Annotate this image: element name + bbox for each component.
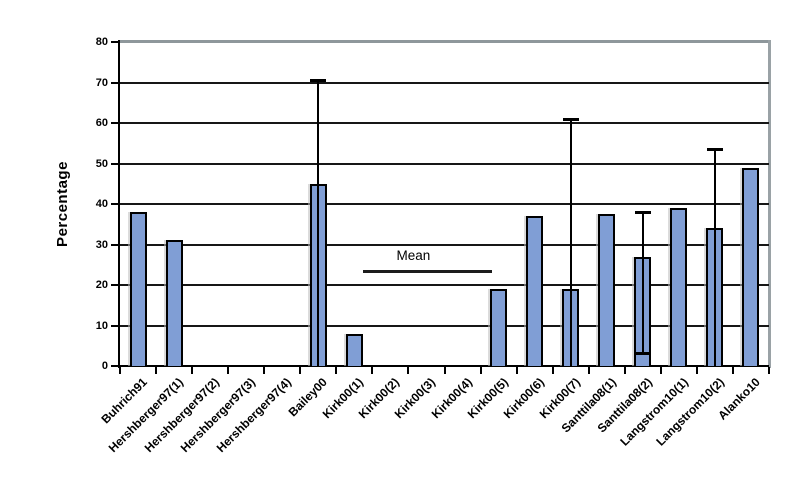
- y-tick: [111, 243, 119, 246]
- bar: [670, 208, 688, 366]
- y-tick-label: 60: [95, 117, 108, 129]
- x-tick: [587, 367, 590, 374]
- x-tick: [155, 367, 158, 374]
- x-tick: [623, 367, 626, 374]
- bar: [490, 289, 508, 366]
- x-tick: [479, 367, 482, 374]
- gridline: [120, 203, 769, 205]
- y-tick: [111, 41, 119, 43]
- x-tick: [227, 367, 230, 374]
- x-tick: [119, 367, 121, 374]
- x-tick: [299, 367, 302, 374]
- y-tick: [111, 324, 119, 327]
- gridline: [120, 81, 769, 84]
- x-tick: [443, 367, 446, 374]
- y-tick-label: 50: [95, 157, 108, 170]
- y-tick-label: 40: [95, 198, 108, 210]
- gridline: [120, 243, 769, 246]
- y-tick: [111, 284, 119, 286]
- bar: [742, 167, 760, 366]
- error-bar-line: [641, 212, 644, 354]
- gridline: [120, 162, 769, 165]
- x-tick: [551, 367, 554, 374]
- bar: [526, 216, 544, 366]
- x-tick: [768, 367, 770, 374]
- x-tick: [371, 367, 374, 374]
- gridline: [120, 122, 769, 124]
- x-axis-line: [118, 365, 769, 367]
- error-bar-cap: [634, 351, 651, 355]
- x-tick: [407, 367, 410, 374]
- error-bar-cap: [634, 211, 651, 215]
- y-tick-label: 80: [95, 36, 108, 48]
- gridline: [120, 324, 769, 327]
- y-tick-label: 70: [95, 76, 108, 89]
- bar: [345, 333, 363, 366]
- bar: [129, 212, 147, 366]
- x-tick: [191, 367, 194, 374]
- mean-annotation-line: [363, 269, 492, 273]
- y-tick: [111, 81, 119, 84]
- y-tick: [111, 162, 119, 165]
- y-tick: [111, 203, 119, 205]
- plot-area: 0 10 20 30 40 50 60 70 80 Mean: [96, 36, 771, 374]
- x-tick: [335, 367, 338, 374]
- y-tick-label: 20: [95, 279, 108, 291]
- gridline: [120, 284, 769, 286]
- mean-annotation-label: Mean: [396, 247, 431, 263]
- plot-border-top: [118, 40, 771, 43]
- bar: [165, 240, 183, 366]
- y-tick-label: 0: [101, 360, 108, 372]
- error-bar-line: [569, 118, 572, 366]
- x-tick: [695, 367, 698, 374]
- x-tick: [515, 367, 518, 374]
- bar: [598, 214, 616, 366]
- y-tick: [111, 122, 119, 124]
- plot-border-right: [768, 40, 771, 368]
- error-bar-cap: [562, 117, 579, 121]
- y-axis-line: [118, 40, 120, 368]
- error-bar-cap: [706, 148, 723, 152]
- y-tick-label: 30: [95, 238, 108, 251]
- x-tick: [659, 367, 662, 374]
- y-tick: [111, 365, 119, 367]
- error-bar-cap: [310, 79, 327, 83]
- y-tick-label: 10: [95, 319, 108, 332]
- x-tick: [731, 367, 734, 374]
- y-axis-title: Percentage: [54, 161, 71, 247]
- error-bar-line: [713, 149, 716, 366]
- error-bar-line: [317, 80, 320, 366]
- x-tick: [263, 367, 266, 374]
